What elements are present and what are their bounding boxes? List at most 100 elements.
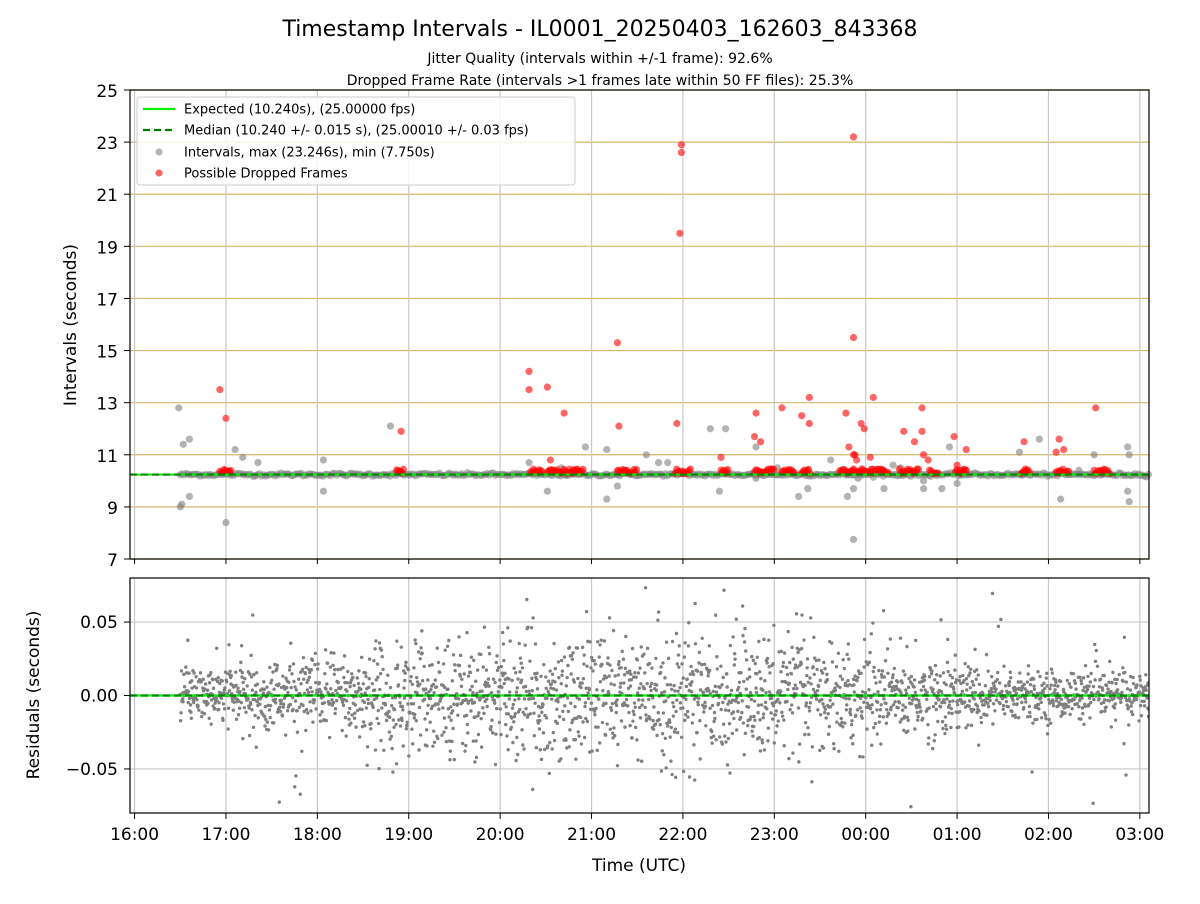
residual-point xyxy=(467,664,472,668)
dropped-frame-point xyxy=(910,438,919,446)
residual-point xyxy=(880,669,885,673)
residual-point xyxy=(542,747,547,752)
residual-point xyxy=(734,698,738,702)
residual-point xyxy=(831,702,835,706)
dropped-frame-point xyxy=(676,229,684,237)
interval-point xyxy=(880,485,888,493)
residual-point xyxy=(953,653,957,657)
residual-point xyxy=(1026,715,1030,719)
residual-point xyxy=(613,733,617,738)
residual-point xyxy=(576,676,580,681)
residual-point xyxy=(751,734,755,738)
residual-point xyxy=(357,735,362,739)
residual-point xyxy=(537,727,542,731)
residual-point xyxy=(805,666,809,670)
residual-point xyxy=(376,721,381,726)
residual-point xyxy=(267,708,272,712)
residual-point xyxy=(198,671,203,675)
residual-point xyxy=(1087,703,1091,707)
residual-point xyxy=(844,696,848,701)
residual-point xyxy=(859,671,863,676)
residual-point xyxy=(414,675,419,680)
residual-point xyxy=(852,683,856,687)
residual-point xyxy=(348,706,352,711)
residual-point xyxy=(397,718,401,722)
residual-point xyxy=(199,714,204,719)
interval-point xyxy=(919,477,928,485)
residual-point xyxy=(690,680,694,684)
residual-point xyxy=(1111,670,1115,675)
residual-point xyxy=(389,568,392,571)
residual-point xyxy=(696,700,700,704)
residual-point xyxy=(481,706,485,710)
residual-point xyxy=(706,674,710,678)
residual-point xyxy=(811,687,816,692)
residual-point xyxy=(320,710,324,714)
residual-point xyxy=(1074,687,1078,691)
residual-point xyxy=(1045,671,1049,676)
residual-point xyxy=(219,696,224,700)
residual-point xyxy=(211,677,215,682)
residual-point xyxy=(1018,671,1022,675)
residual-point xyxy=(637,698,641,702)
residual-point xyxy=(396,683,401,687)
residual-point xyxy=(840,720,844,725)
residual-point xyxy=(301,655,306,660)
interval-point xyxy=(938,485,946,493)
residual-point xyxy=(287,668,292,672)
residual-point xyxy=(1129,710,1134,714)
residual-point xyxy=(1049,721,1053,725)
legend-entry-label: Expected (10.240s), (25.00000 fps) xyxy=(184,103,415,118)
residual-point xyxy=(601,677,606,681)
residual-point xyxy=(673,689,677,693)
residual-point xyxy=(596,725,600,729)
residual-point xyxy=(194,675,198,679)
residual-point xyxy=(382,748,386,752)
residual-point xyxy=(686,715,690,719)
interval-point xyxy=(919,485,928,493)
residual-point xyxy=(308,685,313,690)
residual-point xyxy=(225,671,229,675)
residual-point xyxy=(1051,703,1056,708)
dropped-frame-point xyxy=(546,456,554,464)
residual-point xyxy=(349,721,353,725)
residual-point xyxy=(617,659,621,664)
dropped-frame-point xyxy=(953,461,961,469)
residual-point xyxy=(786,629,790,634)
residual-point xyxy=(283,733,288,737)
residual-point xyxy=(823,707,828,711)
residual-point xyxy=(1015,702,1019,706)
residual-point xyxy=(862,700,866,705)
residual-point xyxy=(322,701,327,705)
residual-point xyxy=(749,715,753,719)
residual-point xyxy=(327,735,332,740)
residual-point xyxy=(752,714,756,719)
residual-point xyxy=(862,665,866,669)
residual-point xyxy=(996,624,1001,629)
residual-point xyxy=(630,646,635,651)
residual-point xyxy=(860,690,865,694)
residual-point xyxy=(969,723,974,728)
residual-point xyxy=(465,722,470,727)
residual-point xyxy=(643,671,647,675)
residual-point xyxy=(258,702,262,706)
residual-point xyxy=(508,639,512,643)
residual-point xyxy=(1117,672,1121,677)
interval-point xyxy=(1125,451,1133,459)
residual-point xyxy=(645,681,649,686)
residual-point xyxy=(1069,685,1073,689)
residual-point xyxy=(311,720,315,724)
residual-point xyxy=(234,717,239,721)
residual-point xyxy=(369,727,373,731)
residual-point xyxy=(851,742,855,746)
residual-point xyxy=(990,591,995,596)
residual-point xyxy=(552,641,556,646)
residual-point xyxy=(354,725,358,729)
residual-point xyxy=(364,706,369,710)
dropped-frame-point xyxy=(677,148,685,157)
residual-point xyxy=(867,688,871,692)
residual-point xyxy=(365,763,369,768)
residual-point xyxy=(420,629,424,633)
residual-point xyxy=(1109,689,1113,694)
interval-point xyxy=(664,458,672,467)
